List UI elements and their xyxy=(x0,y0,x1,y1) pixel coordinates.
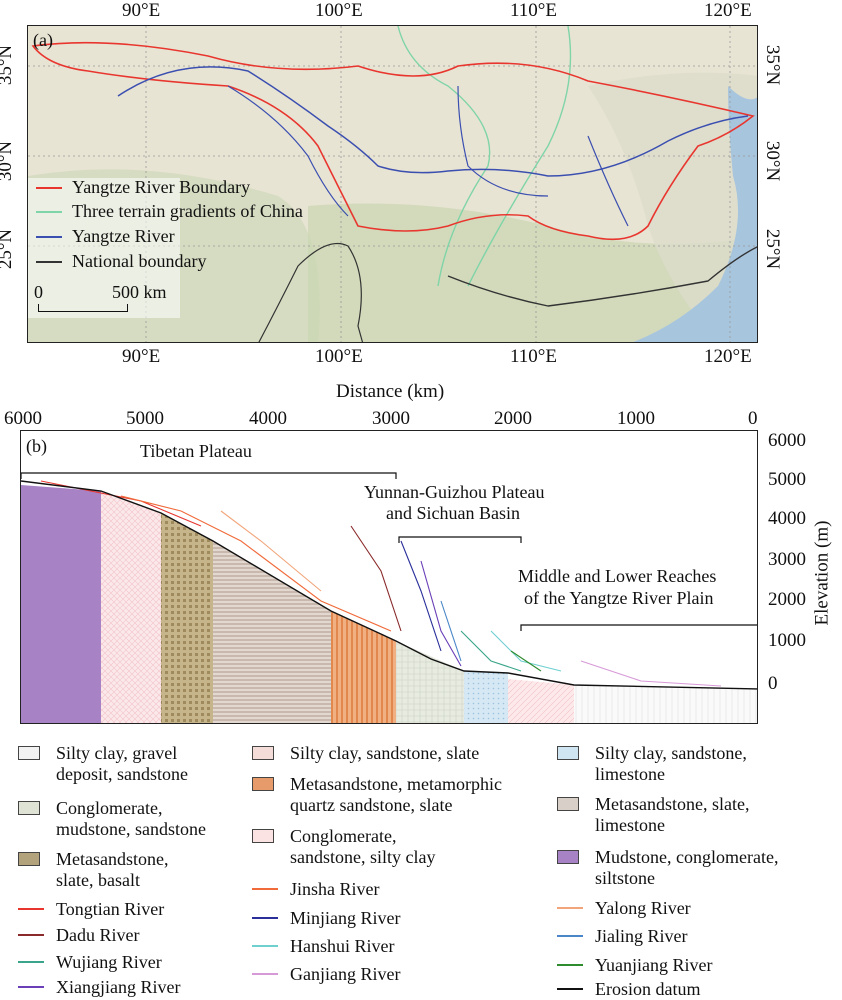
map-legend-label: Three terrain gradients of China xyxy=(72,201,303,221)
legend-text: Dadu River xyxy=(56,925,140,945)
top-lon-tick: 100°E xyxy=(315,0,363,21)
top-lon-tick: 120°E xyxy=(704,0,752,21)
x-tick: 6000 xyxy=(4,408,42,429)
y-axis-title: Elevation (m) xyxy=(811,520,833,626)
region-middle-line2: of the Yangtze River Plain xyxy=(524,588,714,608)
legend-text: Xiangjiang River xyxy=(56,977,181,997)
legend-text: Tongtian River xyxy=(56,899,165,919)
map-legend-label: Yangtze River xyxy=(72,226,175,246)
y-tick: 3000 xyxy=(768,549,806,570)
map-frame xyxy=(27,25,758,343)
bottom-lon-tick: 110°E xyxy=(510,346,557,367)
legend-text: Minjiang River xyxy=(290,908,401,928)
legend-text: Conglomerate, xyxy=(56,798,163,818)
y-tick: 2000 xyxy=(768,589,806,610)
region-tibetan-plateau: Tibetan Plateau xyxy=(140,441,252,461)
y-tick: 1000 xyxy=(768,630,806,651)
region-middle-line1: Middle and Lower Reaches xyxy=(518,566,717,586)
legend-text: Jinsha River xyxy=(290,879,380,899)
legend-text: Conglomerate, xyxy=(290,826,397,846)
x-tick: 1000 xyxy=(617,408,655,429)
profile-frame xyxy=(20,430,758,724)
region-yunnan-line1: Yunnan-Guizhou Plateau xyxy=(364,482,545,502)
x-tick: 4000 xyxy=(249,408,287,429)
x-tick: 0 xyxy=(748,408,758,429)
scale-bar-end: 500 km xyxy=(112,282,167,302)
x-axis-title: Distance (km) xyxy=(336,381,445,402)
lat-tick-right: 25°N xyxy=(762,228,784,270)
legend-text: sandstone, silty clay xyxy=(290,847,436,867)
x-tick: 3000 xyxy=(372,408,410,429)
x-tick: 2000 xyxy=(494,408,532,429)
x-tick: 5000 xyxy=(126,408,164,429)
top-lon-tick: 90°E xyxy=(122,0,161,21)
map-svg xyxy=(28,26,757,342)
legend-text: Erosion datum xyxy=(595,979,701,999)
legend-text: slate, basalt xyxy=(56,870,140,890)
y-tick: 5000 xyxy=(768,469,806,490)
legend-text: limestone xyxy=(595,815,665,835)
legend-text: Ganjiang River xyxy=(290,964,401,984)
legend-text: Silty clay, sandstone, xyxy=(595,743,747,763)
legend-text: Metasandstone, slate, xyxy=(595,794,750,814)
lat-tick-left: 30°N xyxy=(0,140,17,182)
legend-text: mudstone, sandstone xyxy=(56,819,206,839)
lat-tick-left: 35°N xyxy=(0,44,17,86)
bottom-lon-tick: 90°E xyxy=(122,346,161,367)
map-legend-label: Yangtze River Boundary xyxy=(72,177,251,197)
region-yunnan-line2: and Sichuan Basin xyxy=(386,503,520,523)
lat-tick-right: 30°N xyxy=(762,140,784,182)
y-tick: 6000 xyxy=(768,430,806,451)
legend-text: Wujiang River xyxy=(56,952,162,972)
legend-text: Yalong River xyxy=(595,898,691,918)
legend-text: Mudstone, conglomerate, xyxy=(595,847,779,867)
bottom-lon-tick: 120°E xyxy=(704,346,752,367)
lat-tick-right: 35°N xyxy=(762,44,784,86)
legend-text: Jialing River xyxy=(595,926,688,946)
top-lon-tick: 110°E xyxy=(510,0,557,21)
scale-bar xyxy=(38,304,128,312)
map-panel-label: (a) xyxy=(33,30,53,50)
map-legend-label: National boundary xyxy=(72,251,207,271)
legend-text: Silty clay, sandstone, slate xyxy=(290,743,480,763)
bottom-lon-tick: 100°E xyxy=(315,346,363,367)
profile-svg xyxy=(21,472,757,723)
legend-text: deposit, sandstone xyxy=(56,764,188,784)
legend-text: Metasandstone, xyxy=(56,849,169,869)
legend-text: Silty clay, gravel xyxy=(56,743,178,763)
legend-text: limestone xyxy=(595,764,665,784)
legend-text: Yuanjiang River xyxy=(595,955,713,975)
legend-text: siltstone xyxy=(595,868,656,888)
legend-text: quartz sandstone, slate xyxy=(290,795,453,815)
profile-panel-label: (b) xyxy=(26,436,47,456)
legend-text: Metasandstone, metamorphic xyxy=(290,774,502,794)
map-legend xyxy=(28,178,180,318)
scale-bar-zero: 0 xyxy=(34,282,43,302)
y-tick: 4000 xyxy=(768,508,806,529)
legend-text: Hanshui River xyxy=(290,936,395,956)
lat-tick-left: 25°N xyxy=(0,228,17,270)
y-tick: 0 xyxy=(768,673,778,694)
